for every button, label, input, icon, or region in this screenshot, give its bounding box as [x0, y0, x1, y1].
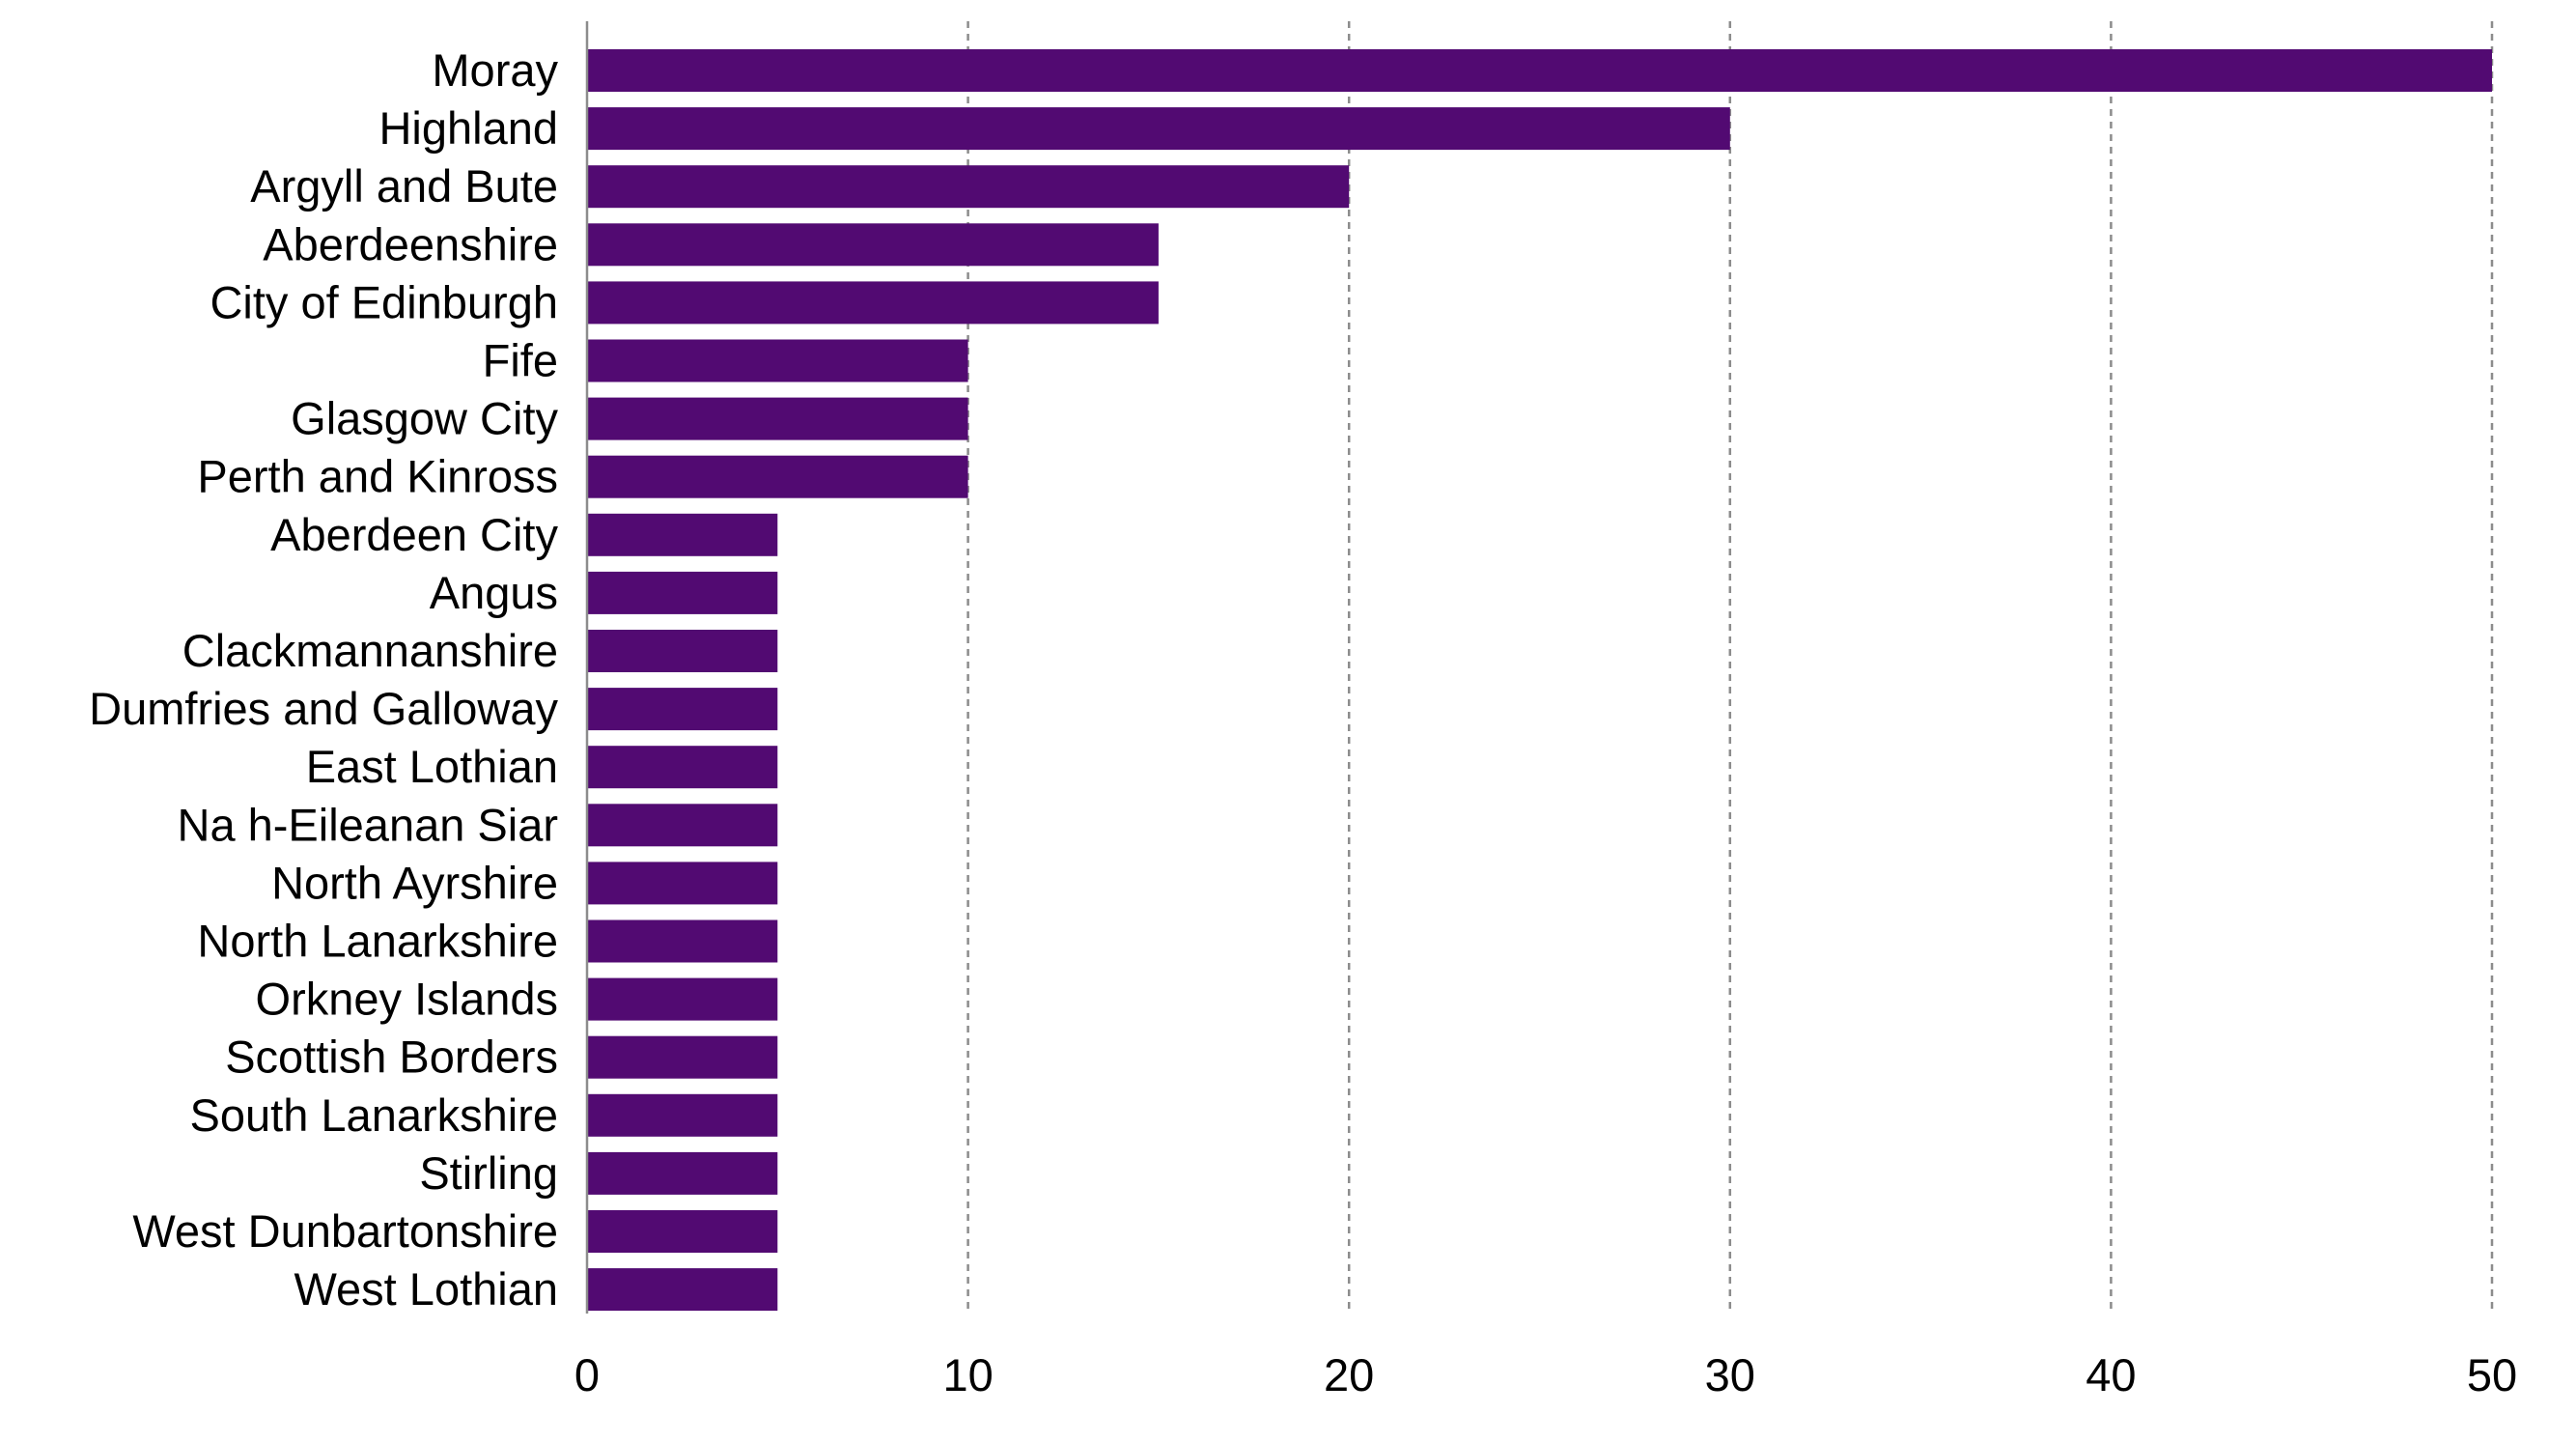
category-label-highland: Highland	[378, 102, 558, 154]
category-labels: Moray Highland Argyll and Bute Aberdeenshir…	[89, 44, 558, 1315]
x-tick-label-20: 20	[1324, 1349, 1374, 1400]
category-label-scottish-borders: Scottish Borders	[225, 1032, 558, 1083]
bar-aberdeenshire	[587, 223, 1159, 267]
grid-lines	[966, 21, 2494, 1314]
bar-perth-and-kinross	[587, 455, 968, 498]
bar-west-dunbartonshire	[587, 1210, 778, 1253]
category-label-fife: Fife	[483, 335, 558, 386]
category-label-stirling: Stirling	[419, 1147, 558, 1199]
bar-west-lothian	[587, 1268, 778, 1312]
x-tick-label-30: 30	[1705, 1349, 1755, 1400]
category-label-west-lothian: West Lothian	[294, 1263, 558, 1315]
bar-moray	[587, 49, 2492, 92]
x-tick-label-0: 0	[574, 1349, 600, 1400]
category-label-orkney-islands: Orkney Islands	[256, 974, 558, 1025]
bar-aberdeen-city	[587, 513, 778, 556]
bars	[587, 49, 2492, 1312]
category-label-north-ayrshire: North Ayrshire	[271, 857, 558, 908]
x-tick-label-50: 50	[2467, 1349, 2517, 1400]
x-tick-label-10: 10	[942, 1349, 993, 1400]
category-label-north-lanarkshire: North Lanarkshire	[197, 916, 558, 967]
category-label-city-of-edinburgh: City of Edinburgh	[210, 276, 558, 327]
category-label-argyll-and-bute: Argyll and Bute	[250, 160, 558, 212]
bar-fife	[587, 339, 968, 382]
category-label-clackmannanshire: Clackmannanshire	[182, 625, 558, 676]
category-label-dumfries-and-galloway: Dumfries and Galloway	[89, 683, 558, 734]
bar-clackmannanshire	[587, 630, 778, 672]
category-label-aberdeen-city: Aberdeen City	[270, 509, 558, 560]
bar-glasgow-city	[587, 397, 968, 440]
category-label-glasgow-city: Glasgow City	[291, 393, 558, 444]
category-label-angus: Angus	[430, 567, 558, 618]
bar-argyll-and-bute	[587, 165, 1350, 209]
bar-orkney-islands	[587, 977, 778, 1021]
x-tick-labels: 0 10 20 30 40 50	[574, 1349, 2517, 1400]
bar-scottish-borders	[587, 1035, 778, 1079]
bar-dumfries-and-galloway	[587, 688, 778, 731]
bar-stirling	[587, 1151, 778, 1195]
bar-na-h-eileanan-siar	[587, 804, 778, 847]
category-label-east-lothian: East Lothian	[306, 741, 558, 792]
bar-south-lanarkshire	[587, 1093, 778, 1137]
category-label-na-h-eileanan-siar: Na h-Eileanan Siar	[178, 799, 559, 850]
bar-east-lothian	[587, 746, 778, 789]
x-tick-label-40: 40	[2086, 1349, 2136, 1400]
bar-north-lanarkshire	[587, 919, 778, 963]
category-label-perth-and-kinross: Perth and Kinross	[197, 451, 558, 502]
category-label-aberdeenshire: Aberdeenshire	[263, 218, 558, 269]
bar-city-of-edinburgh	[587, 281, 1159, 325]
bar-highland	[587, 107, 1730, 151]
category-label-west-dunbartonshire: West Dunbartonshire	[132, 1205, 558, 1257]
category-label-south-lanarkshire: South Lanarkshire	[190, 1089, 558, 1141]
bar-angus	[587, 571, 778, 614]
bar-north-ayrshire	[587, 862, 778, 905]
category-label-moray: Moray	[432, 44, 558, 96]
